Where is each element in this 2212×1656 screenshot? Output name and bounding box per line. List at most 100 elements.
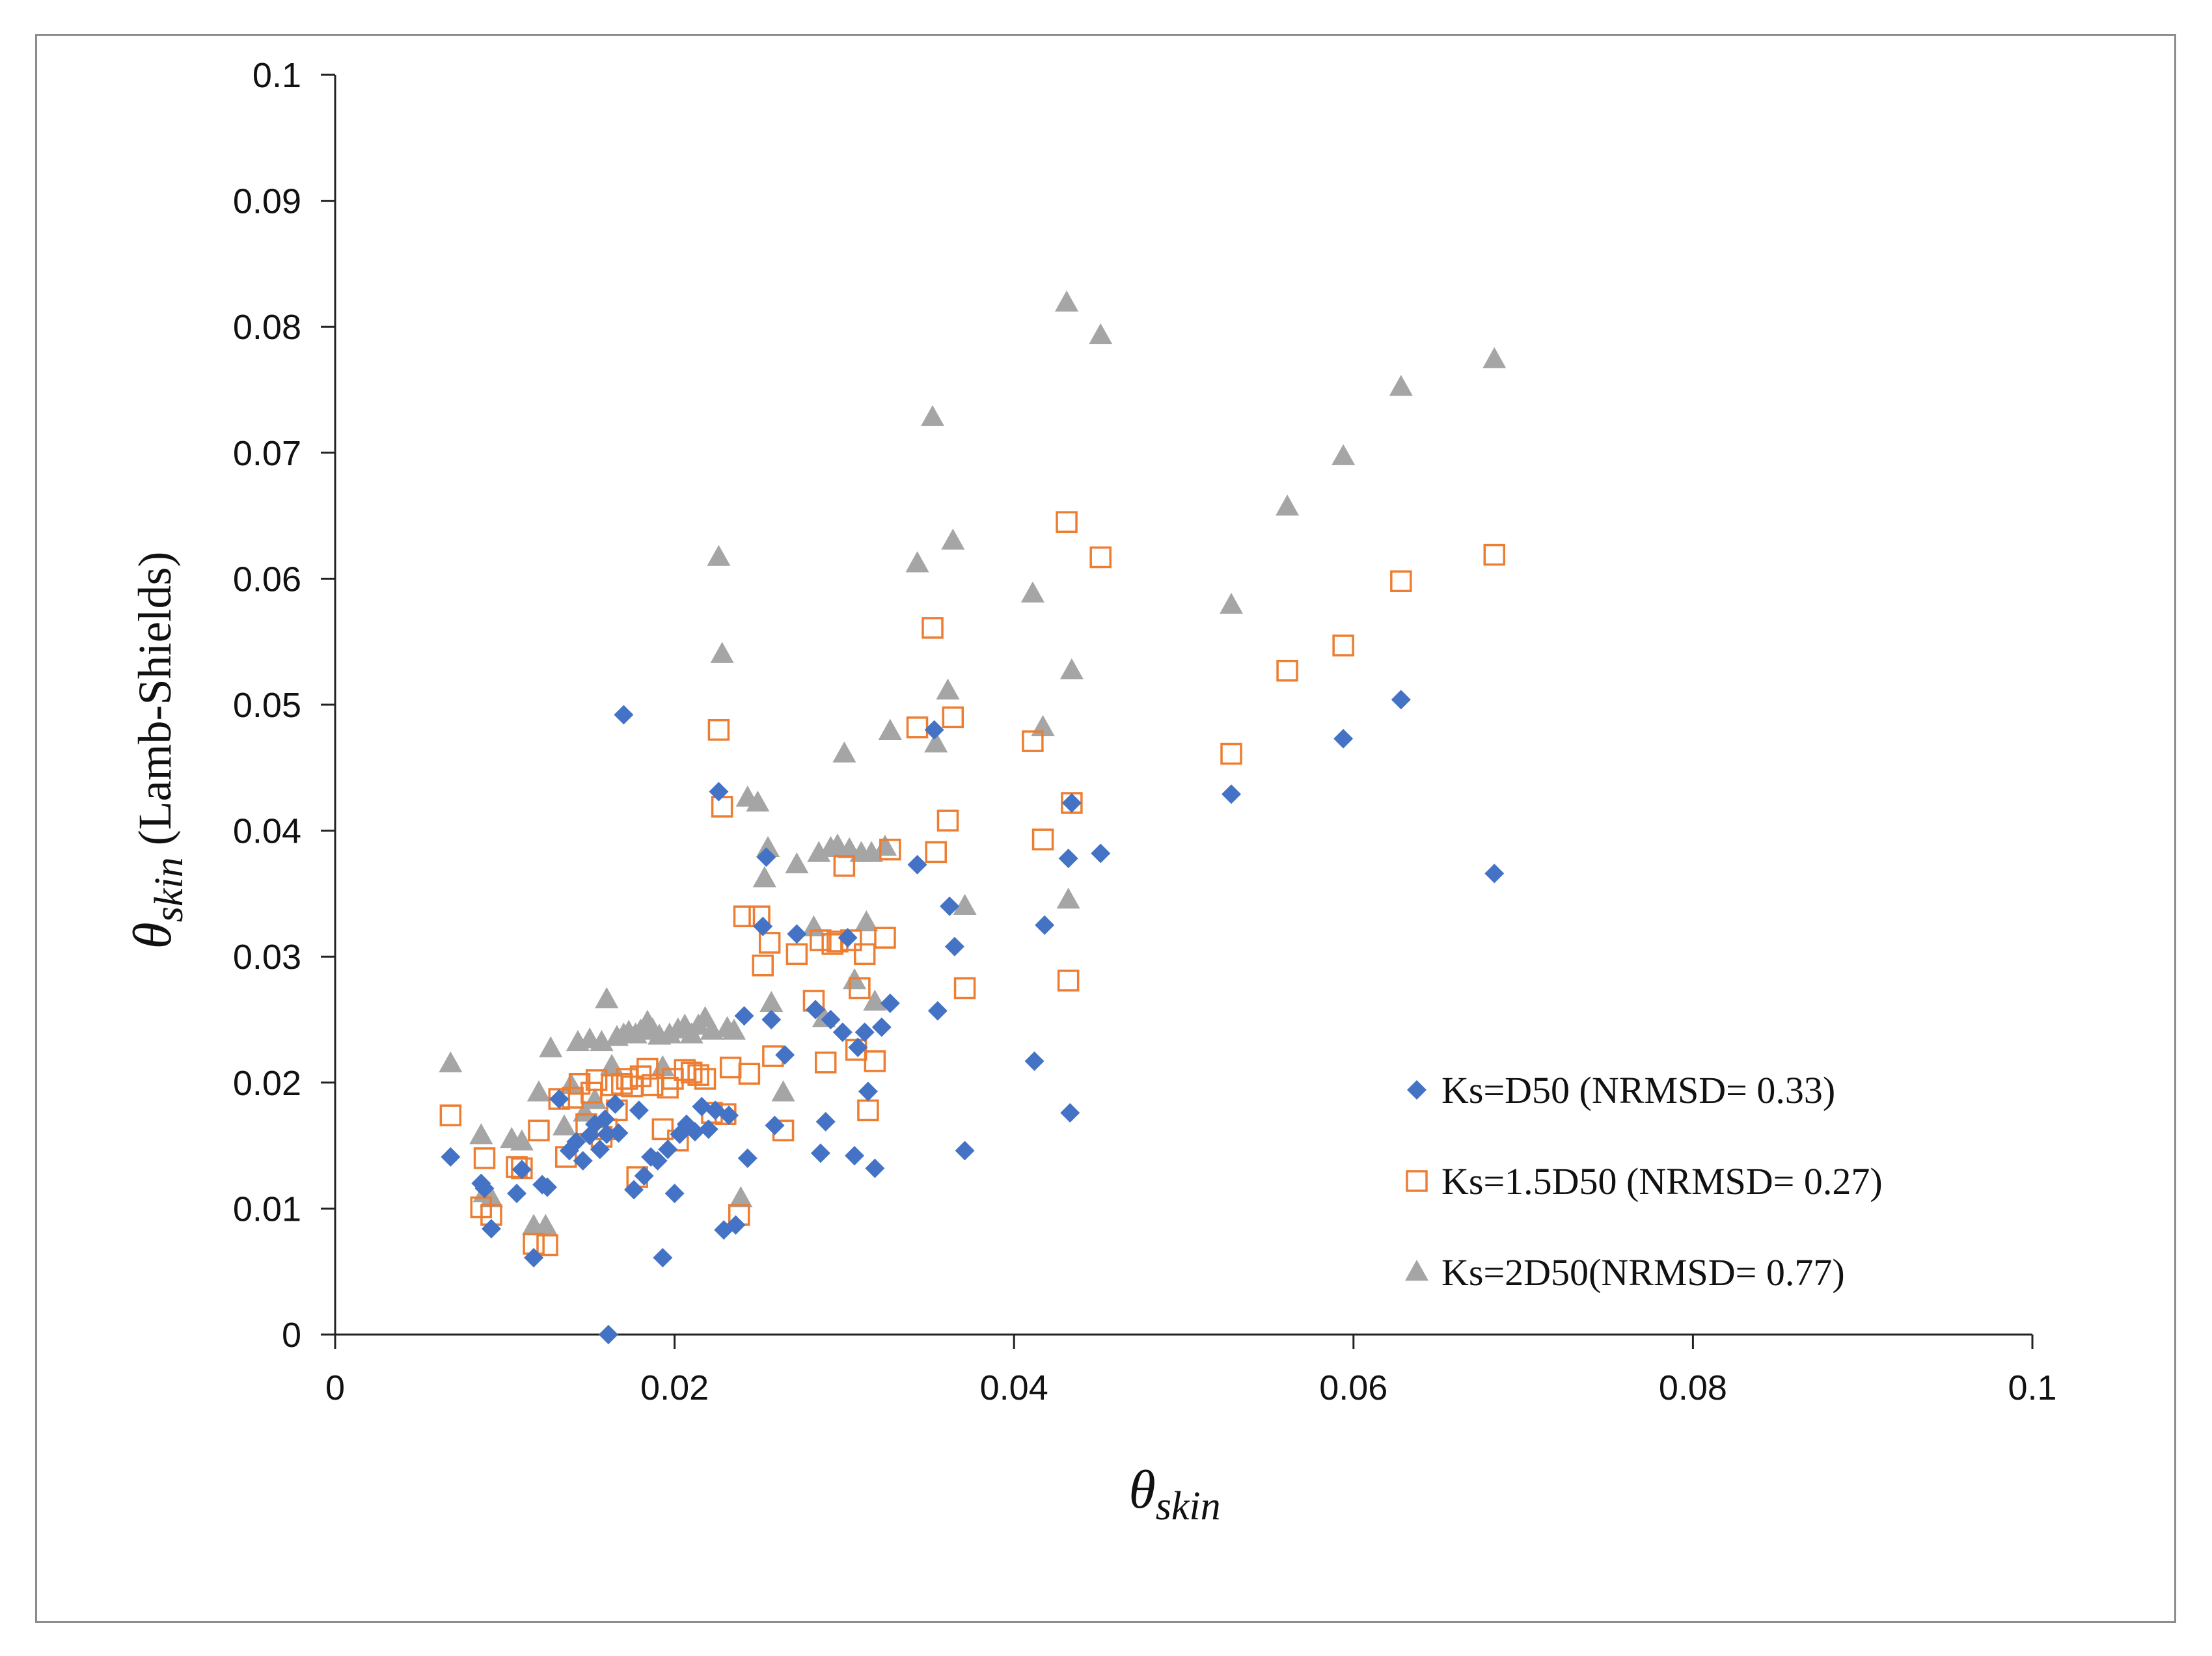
x-axis-title-subscript: skin xyxy=(1156,1484,1221,1528)
data-point xyxy=(1222,784,1242,804)
data-point xyxy=(848,1037,868,1057)
data-point xyxy=(573,1100,597,1122)
data-point xyxy=(765,1115,785,1135)
data-point xyxy=(573,1150,593,1171)
legend: Ks=D50 (NRMSD= 0.33) Ks=1.5D50 (NRMSD= 0.… xyxy=(1404,1069,1883,1294)
data-point xyxy=(597,1124,617,1145)
data-point xyxy=(758,932,781,954)
data-point xyxy=(1022,730,1044,752)
y-tick-label: 0.02 xyxy=(233,1064,301,1103)
data-point xyxy=(664,1184,685,1204)
data-point xyxy=(785,852,809,874)
data-point xyxy=(1035,915,1055,935)
data-point xyxy=(787,924,807,944)
data-point xyxy=(858,1081,878,1102)
data-point xyxy=(549,1089,569,1109)
data-point xyxy=(845,1146,865,1166)
data-point xyxy=(833,855,856,877)
data-point xyxy=(927,1001,948,1021)
data-point xyxy=(707,545,731,566)
data-point xyxy=(585,1069,608,1091)
data-point xyxy=(854,910,879,932)
data-point xyxy=(1061,793,1082,813)
data-point xyxy=(687,1064,709,1086)
data-point xyxy=(510,1129,534,1151)
data-point xyxy=(595,987,619,1009)
data-point xyxy=(874,927,896,949)
data-point xyxy=(1054,290,1079,312)
data-point xyxy=(906,716,929,739)
x-axis-title: θskin xyxy=(1128,1459,1220,1528)
y-tick-label: 0.01 xyxy=(233,1189,301,1228)
data-point xyxy=(821,1010,841,1029)
y-axis-title-subscript: skin xyxy=(147,857,191,922)
data-point xyxy=(752,955,774,977)
data-point xyxy=(719,1106,739,1126)
y-tick-label: 0.08 xyxy=(233,308,301,347)
data-point xyxy=(595,1109,615,1129)
data-point xyxy=(590,1139,610,1160)
y-tick-label: 0.05 xyxy=(233,686,301,725)
data-point xyxy=(810,1143,830,1163)
svg-text:θskin: θskin xyxy=(1128,1459,1220,1528)
x-tick-label: 0.08 xyxy=(1659,1368,1727,1407)
data-point xyxy=(775,1045,795,1065)
data-point xyxy=(534,1214,558,1235)
data-point xyxy=(538,1177,557,1197)
data-point xyxy=(857,1099,879,1122)
data-point xyxy=(746,791,770,812)
data-point xyxy=(680,1061,703,1084)
data-point xyxy=(878,718,902,740)
data-point xyxy=(694,1068,717,1090)
data-point xyxy=(873,834,897,856)
data-point xyxy=(753,916,773,936)
data-point xyxy=(756,847,776,867)
data-point xyxy=(853,943,876,966)
data-point xyxy=(605,1094,625,1114)
data-point xyxy=(722,1018,746,1040)
scatter-chart: θskin (Lamb-Shields) θskin 00.010.020.03… xyxy=(122,56,2057,1528)
data-point xyxy=(512,1160,532,1180)
y-tick-label: 0.1 xyxy=(253,56,301,95)
data-point xyxy=(733,905,756,927)
data-point xyxy=(719,1056,742,1079)
data-point xyxy=(481,1219,501,1239)
legend-item: Ks=1.5D50 (NRMSD= 0.27) xyxy=(1406,1160,1883,1202)
data-point xyxy=(955,1141,975,1161)
legend-label: Ks=2D50(NRMSD= 0.77) xyxy=(1441,1251,1845,1294)
data-point xyxy=(1390,570,1412,593)
data-point xyxy=(536,1234,558,1256)
data-point xyxy=(1391,690,1411,710)
data-point xyxy=(880,993,900,1013)
data-point xyxy=(692,1096,712,1117)
data-point xyxy=(507,1184,527,1204)
axes: 0 0.01 0.02 0.03 0.04 0.05 0.06 0.07 0.08 0.09 0.1… xyxy=(233,56,2057,1407)
data-point xyxy=(759,990,784,1012)
data-point xyxy=(624,1180,644,1200)
data-marks xyxy=(439,290,1507,1344)
data-point xyxy=(608,1123,629,1143)
data-point xyxy=(441,1147,461,1167)
series-2 xyxy=(439,511,1506,1256)
data-point xyxy=(771,1080,795,1102)
data-point xyxy=(738,1063,761,1085)
data-point xyxy=(600,1053,624,1075)
data-point xyxy=(865,1158,885,1178)
data-point xyxy=(528,1119,550,1142)
data-point xyxy=(629,1100,649,1120)
data-point xyxy=(953,977,976,999)
data-point xyxy=(1089,546,1112,569)
data-point xyxy=(863,989,887,1011)
data-point xyxy=(553,1114,577,1135)
y-tick-label: 0 xyxy=(282,1316,301,1355)
data-point xyxy=(1091,843,1111,863)
data-point xyxy=(1058,848,1078,869)
data-point xyxy=(582,1087,607,1109)
data-point xyxy=(936,678,960,700)
data-point xyxy=(726,1215,746,1235)
data-point xyxy=(710,642,734,663)
data-point xyxy=(474,1178,495,1199)
y-axis-title: θskin (Lamb-Shields) xyxy=(122,551,191,949)
data-point xyxy=(940,896,960,916)
data-point xyxy=(651,1118,674,1141)
